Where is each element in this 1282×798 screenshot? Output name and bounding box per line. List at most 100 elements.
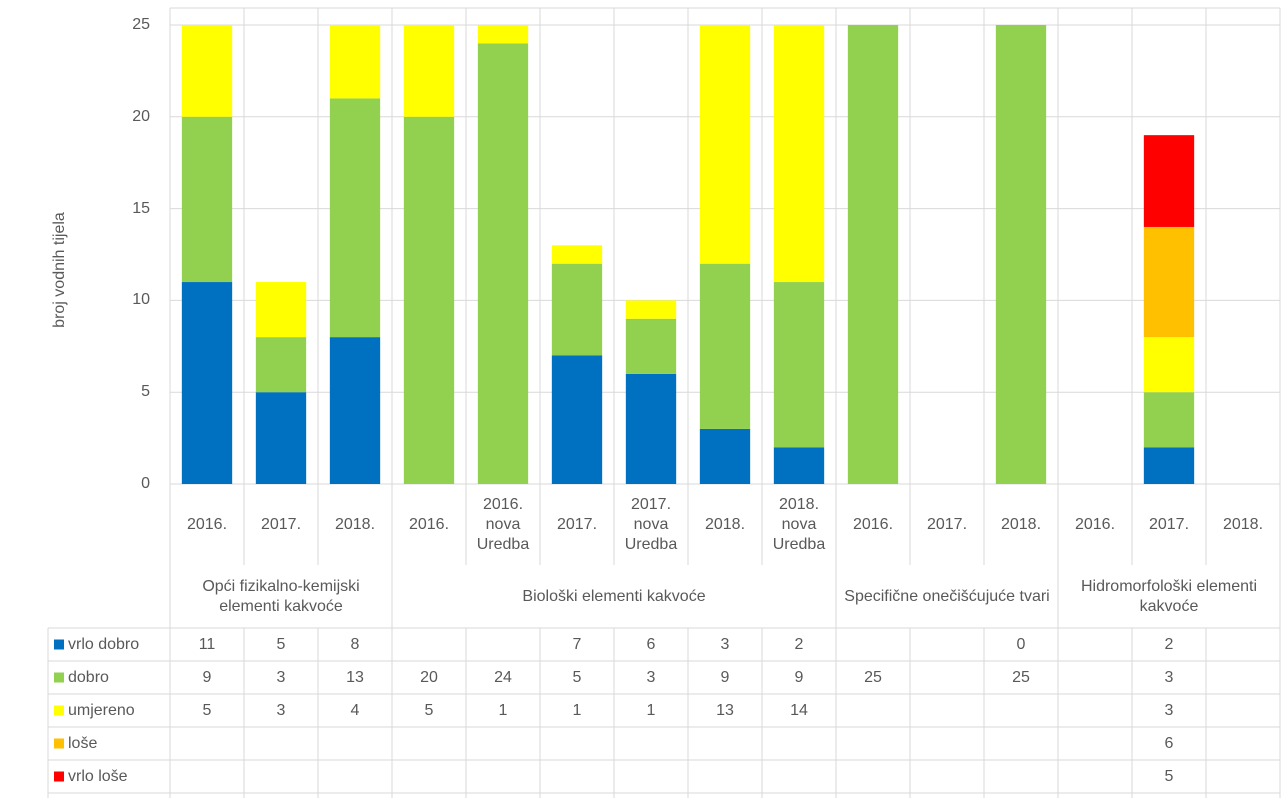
x-tick-label: 2017. — [556, 515, 598, 533]
group-label: Hidromorfološki elementi kakvoće — [1080, 577, 1258, 615]
bar-segment — [773, 447, 825, 484]
table-cell: 3 — [276, 668, 286, 686]
bar-segment — [255, 337, 307, 393]
x-tick-label: 2018. — [1222, 515, 1264, 533]
x-tick-label: 2017. — [926, 515, 968, 533]
x-tick-label: 2018. — [334, 515, 376, 533]
bar-segment — [181, 116, 233, 283]
y-tick-label: 25 — [132, 16, 150, 33]
table-cell: 3 — [1164, 668, 1174, 686]
x-tick-label: 2016. nova Uredba — [476, 495, 530, 553]
legend-key — [54, 738, 64, 749]
table-cell: 25 — [1012, 668, 1030, 686]
table-cell: 6 — [646, 635, 656, 653]
table-cell: 3 — [720, 635, 730, 653]
bar-segment — [329, 98, 381, 338]
legend-label: umjereno — [68, 701, 135, 719]
x-tick-label: 2017. nova Uredba — [624, 495, 678, 553]
bar-segment — [847, 25, 899, 484]
x-tick-label: 2018. — [1000, 515, 1042, 533]
bar-segment — [551, 355, 603, 484]
table-cell: 4 — [350, 701, 360, 719]
y-tick-label: 0 — [141, 475, 150, 492]
y-tick-label: 5 — [141, 383, 150, 401]
table-cell: 5 — [572, 668, 582, 686]
bar-segment — [477, 43, 529, 485]
table-cell: 5 — [202, 701, 212, 719]
bar-segment — [551, 245, 603, 264]
y-tick-label: 20 — [132, 107, 150, 125]
legend-label: vrlo dobro — [68, 635, 140, 653]
bar-segment — [625, 373, 677, 484]
table-cell: 9 — [720, 668, 730, 686]
table-cell: 25 — [864, 668, 882, 686]
bar-segment — [329, 337, 381, 484]
bar-segment — [1143, 135, 1195, 227]
table-cell: 1 — [498, 701, 508, 719]
table-cell: 8 — [350, 635, 360, 653]
table-cell: 0 — [1016, 635, 1026, 653]
x-tick-label: 2017. — [260, 515, 302, 533]
x-tick-label: 2016. — [1074, 515, 1116, 533]
table-cell: 13 — [716, 701, 734, 719]
bar-segment — [181, 25, 233, 117]
table-cell: 2 — [1164, 635, 1174, 653]
table-cell: 1 — [646, 701, 656, 719]
bar-segment — [699, 428, 751, 484]
legend-label: vrlo loše — [68, 767, 128, 785]
x-tick-label: 2017. — [1148, 515, 1190, 533]
y-tick-label: 15 — [132, 199, 150, 217]
x-tick-label: 2016. — [408, 515, 450, 533]
table-cell: 3 — [1164, 701, 1174, 719]
x-tick-label: 2016. — [186, 515, 228, 533]
bar-segment — [255, 282, 307, 338]
table-cell: 5 — [276, 635, 286, 653]
legend-label: loše — [68, 734, 98, 752]
bar-segment — [625, 300, 677, 319]
bar-segment — [699, 263, 751, 429]
table-cell: 9 — [202, 668, 212, 686]
table-cell: 24 — [494, 668, 512, 686]
table-cell: 9 — [794, 668, 804, 686]
bar-segment — [255, 392, 307, 484]
legend-key — [54, 639, 64, 650]
bar-segment — [551, 263, 603, 356]
table-cell: 3 — [646, 668, 656, 686]
group-label: Biološki elementi kakvoće — [522, 587, 706, 605]
bar-segment — [1143, 337, 1195, 393]
legend-key — [54, 771, 64, 782]
bar-segment — [773, 282, 825, 448]
legend-key — [54, 672, 64, 683]
bar-segment — [1143, 226, 1195, 338]
bar-segment — [329, 25, 381, 99]
y-tick-label: 10 — [132, 291, 150, 309]
table-cell: 2 — [794, 635, 804, 653]
table-cell: 14 — [790, 701, 808, 719]
bar-segment — [773, 25, 825, 283]
bar-segment — [1143, 447, 1195, 484]
table-cell: 20 — [420, 668, 438, 686]
table-cell: 1 — [572, 701, 582, 719]
bar-segment — [477, 25, 529, 44]
bar-segment — [403, 116, 455, 485]
table-cell: 6 — [1164, 734, 1174, 752]
table-cell: 7 — [572, 635, 582, 653]
group-label: Specifične onečišćujuće tvari — [844, 587, 1050, 605]
table-cell: 13 — [346, 668, 364, 686]
table-cell: 5 — [1164, 767, 1174, 785]
table-cell: 11 — [198, 635, 216, 653]
group-label: Opći fizikalno-kemijski elementi kakvoće — [202, 577, 360, 615]
bar-segment — [699, 25, 751, 264]
table-cell: 5 — [424, 701, 434, 719]
legend-key — [54, 705, 64, 716]
bar-segment — [625, 318, 677, 374]
bar-segment — [1143, 392, 1195, 448]
bar-segment — [995, 25, 1047, 484]
x-tick-label: 2018. nova Uredba — [772, 495, 826, 553]
legend-label: dobro — [68, 668, 109, 686]
bar-segment — [181, 282, 233, 484]
x-tick-label: 2016. — [852, 515, 894, 533]
y-axis-label: broj vodnih tijela — [51, 212, 68, 328]
x-tick-label: 2018. — [704, 515, 746, 533]
